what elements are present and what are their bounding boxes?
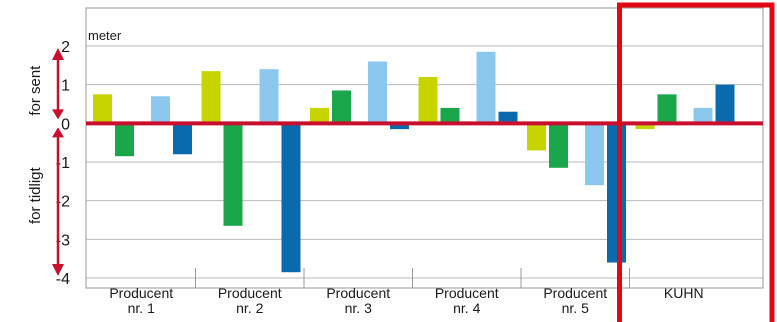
- bar: [440, 107, 460, 124]
- y-axis-unit-label: meter: [88, 28, 122, 43]
- y-tick-label: -3: [56, 232, 70, 249]
- category-label: Producent: [326, 285, 390, 301]
- upper-arrow-tail: [52, 109, 64, 120]
- y-tick-label: 2: [61, 39, 70, 56]
- category-label: nr. 4: [453, 300, 480, 316]
- bar: [418, 76, 438, 124]
- bar: [657, 94, 677, 124]
- bar: [498, 111, 518, 124]
- y-tick-label: 1: [61, 78, 70, 95]
- side-label-late: for sent: [27, 65, 44, 116]
- bar: [368, 61, 387, 124]
- category-label: nr. 2: [236, 300, 263, 316]
- category-label: Producent: [218, 285, 282, 301]
- category-label: KUHN: [664, 285, 704, 301]
- category-label: nr. 5: [562, 300, 589, 316]
- bar: [549, 123, 568, 168]
- bar: [585, 123, 604, 186]
- category-label: Producent: [543, 285, 607, 301]
- bar: [527, 123, 546, 151]
- category-label: Producent: [109, 285, 173, 301]
- bar: [715, 84, 735, 124]
- y-tick-label: -1: [56, 155, 70, 172]
- bar: [281, 123, 301, 273]
- bar: [201, 71, 221, 124]
- bar: [476, 51, 496, 124]
- category-label: nr. 1: [128, 300, 155, 316]
- kuhn-highlight-frame: [617, 2, 775, 322]
- y-tick-label: -4: [56, 271, 70, 288]
- bar: [310, 107, 329, 124]
- lower-arrow-tail: [52, 127, 64, 138]
- category-label: nr. 3: [345, 300, 372, 316]
- bar: [332, 90, 351, 124]
- bar: [607, 123, 626, 263]
- bar: [693, 107, 713, 124]
- lower-arrow-head: [52, 264, 64, 276]
- bar: [390, 123, 409, 130]
- side-label-early: for tidligt: [27, 166, 44, 224]
- bar: [259, 69, 279, 124]
- plot-frame: [85, 7, 764, 289]
- y-tick-label: -2: [56, 194, 70, 211]
- category-label: Producent: [435, 285, 499, 301]
- bar: [93, 94, 112, 124]
- upper-arrow-head: [52, 48, 64, 60]
- bar: [151, 96, 170, 124]
- y-tick-label: 0: [61, 116, 70, 133]
- bar: [115, 123, 134, 157]
- bar: [635, 123, 655, 130]
- bar: [223, 123, 243, 226]
- bar: [173, 123, 192, 155]
